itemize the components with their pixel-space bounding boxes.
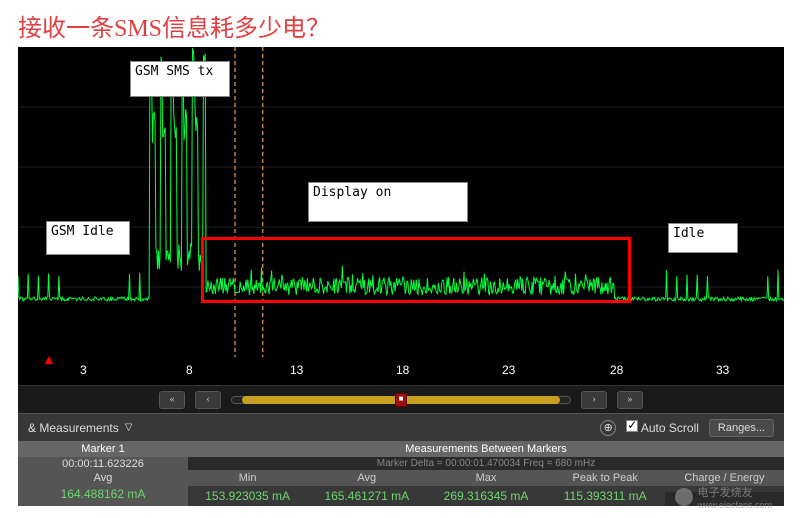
marker1-header: Marker 1 [18,441,188,457]
marker1-column: Marker 1 00:00:11.623226 Avg 164.488162 … [18,441,188,506]
scrub-track[interactable]: ■ [231,396,571,404]
auto-scroll-toggle[interactable]: Auto Scroll [626,420,699,435]
scrub-next-button[interactable]: › [581,391,607,409]
scrub-first-button[interactable]: « [159,391,185,409]
x-tick-label: 28 [610,363,623,377]
ranges-button[interactable]: Ranges... [709,419,774,437]
chevron-down-icon[interactable]: ▽ [125,422,133,433]
trigger-marker-icon: ▲ [42,353,56,369]
label-display-on: Display on [308,182,468,222]
label-gsm-idle: GSM Idle [46,221,130,255]
x-tick-label: 3 [80,363,87,377]
x-tick-label: 23 [502,363,515,377]
oscilloscope-panel: GSM SMS tx GSM Idle Display on Idle ▲ 3 8… [18,47,784,506]
x-tick-label: 8 [186,363,193,377]
add-measurement-button[interactable]: ⊕ [600,420,616,436]
page-title: 接收一条SMS信息耗多少电？ [0,0,802,47]
table-col-header: Peak to Peak [546,470,665,486]
checkbox-icon [626,420,638,432]
between-header: Measurements Between Markers [188,441,784,457]
label-idle: Idle [668,223,738,253]
scrub-prev-button[interactable]: ‹ [195,391,221,409]
measurements-header: & Measurements ▽ ⊕ Auto Scroll Ranges... [18,413,784,441]
table-col: Avg165.461271 mA [307,470,426,506]
watermark: 电子发烧友 www.elecfans.com [675,484,772,510]
label-gsm-sms-tx: GSM SMS tx [130,61,230,97]
table-col: Max269.316345 mA [426,470,545,506]
table-col-header: Min [188,470,307,486]
watermark-text2: www.elecfans.com [697,500,772,510]
table-col: Min153.923035 mA [188,470,307,506]
table-col-header: Max [426,470,545,486]
measurements-table: Marker 1 00:00:11.623226 Avg 164.488162 … [18,441,784,506]
watermark-text1: 电子发烧友 [697,484,772,500]
table-col-header: Avg [307,470,426,486]
x-tick-label: 18 [396,363,409,377]
between-delta: Marker Delta = 00:00:01.470034 Freq = 68… [188,457,784,470]
table-col-value: 153.923035 mA [188,486,307,506]
marker1-avg-label: Avg [18,471,188,485]
x-tick-label: 13 [290,363,303,377]
table-col-value: 165.461271 mA [307,486,426,506]
scrub-stop-button[interactable]: ■ [395,393,407,407]
marker1-avg-value: 164.488162 mA [18,485,188,503]
timeline-scrubber: « ‹ ■ › » [18,385,784,413]
x-axis: ▲ 381318232833 [18,357,784,385]
watermark-logo-icon [675,488,693,506]
table-col-value: 269.316345 mA [426,486,545,506]
marker1-time: 00:00:11.623226 [18,457,188,471]
waveform-chart[interactable]: GSM SMS tx GSM Idle Display on Idle [18,47,784,357]
table-col-value: 115.393311 mA [546,486,665,506]
x-tick-label: 33 [716,363,729,377]
highlight-rect [201,237,631,303]
scrub-last-button[interactable]: » [617,391,643,409]
table-col: Peak to Peak115.393311 mA [546,470,665,506]
measurements-label: & Measurements [28,421,119,435]
